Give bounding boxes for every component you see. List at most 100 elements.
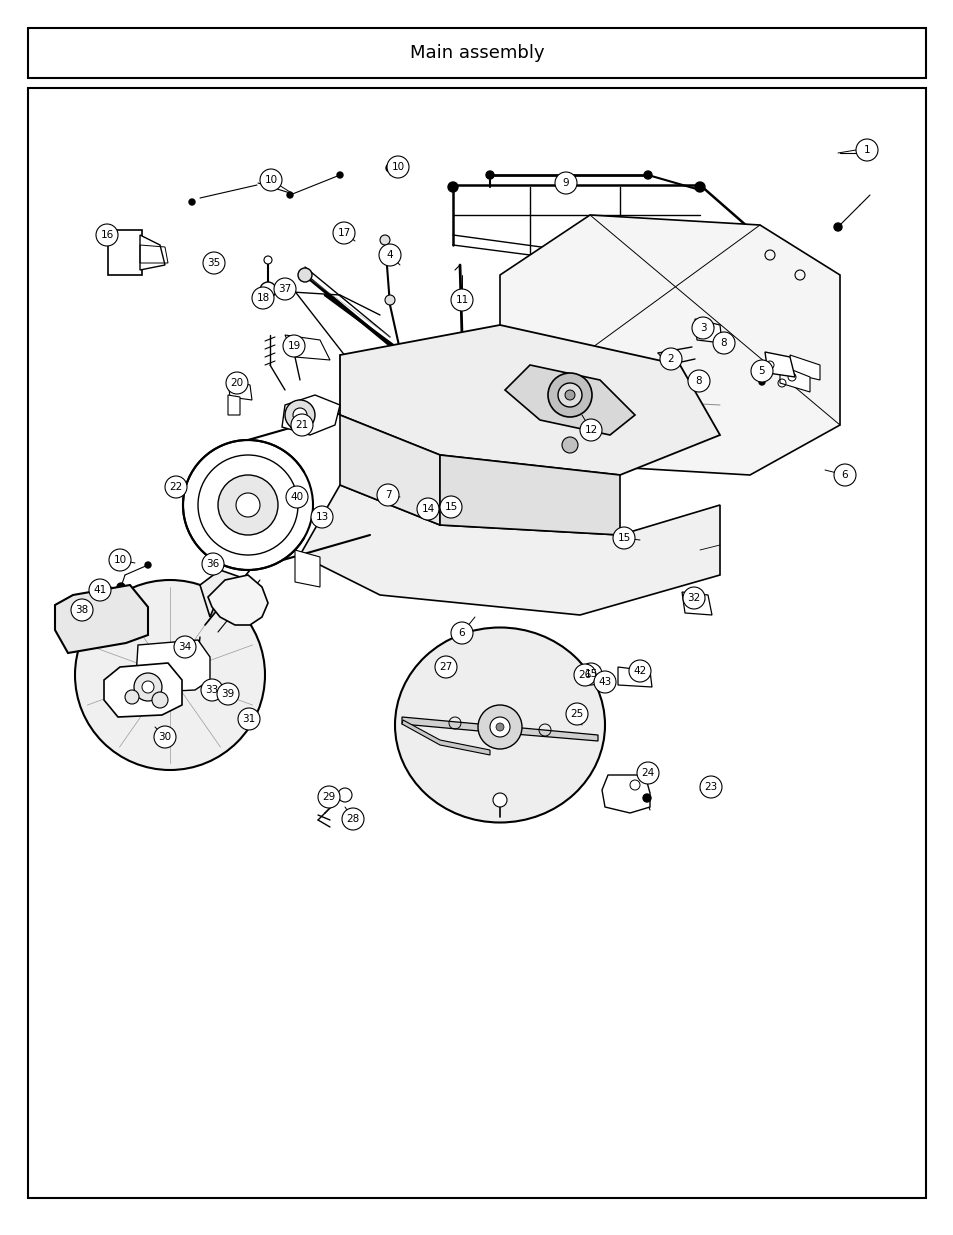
Polygon shape (208, 576, 268, 625)
Circle shape (183, 440, 313, 571)
Circle shape (218, 475, 277, 535)
Text: 6: 6 (458, 629, 465, 638)
Circle shape (448, 182, 457, 191)
Text: 18: 18 (256, 293, 270, 303)
Circle shape (109, 550, 131, 571)
Circle shape (451, 289, 473, 311)
Text: 14: 14 (421, 504, 435, 514)
Circle shape (496, 722, 503, 731)
Circle shape (759, 379, 764, 385)
Circle shape (385, 295, 395, 305)
Circle shape (659, 348, 681, 370)
Text: 25: 25 (570, 709, 583, 719)
Circle shape (687, 370, 709, 391)
Circle shape (237, 708, 260, 730)
Circle shape (96, 224, 118, 246)
Circle shape (311, 506, 333, 529)
Circle shape (594, 671, 616, 693)
Circle shape (287, 191, 293, 198)
Polygon shape (439, 454, 619, 535)
Bar (28, 28, 925, 78)
Circle shape (165, 475, 187, 498)
Circle shape (337, 788, 352, 802)
Polygon shape (228, 380, 252, 400)
Text: 26: 26 (578, 671, 591, 680)
Circle shape (226, 372, 248, 394)
Text: 9: 9 (562, 178, 569, 188)
Circle shape (750, 359, 772, 382)
Text: 3: 3 (699, 324, 705, 333)
Circle shape (579, 419, 601, 441)
Circle shape (293, 408, 307, 422)
Text: 15: 15 (584, 669, 597, 679)
Polygon shape (780, 366, 809, 391)
Polygon shape (789, 354, 820, 380)
Polygon shape (401, 718, 598, 741)
Circle shape (712, 332, 734, 354)
Text: 5: 5 (758, 366, 764, 375)
Text: 15: 15 (444, 501, 457, 513)
Circle shape (642, 794, 650, 802)
Polygon shape (140, 235, 165, 270)
Bar (28, 88, 925, 1198)
Circle shape (485, 170, 494, 179)
Polygon shape (200, 571, 257, 622)
Text: 35: 35 (207, 258, 220, 268)
Text: 36: 36 (206, 559, 219, 569)
Text: 17: 17 (337, 228, 351, 238)
Polygon shape (135, 640, 210, 693)
Polygon shape (695, 319, 721, 343)
Text: 31: 31 (242, 714, 255, 724)
Text: 8: 8 (695, 375, 701, 387)
Polygon shape (108, 230, 142, 275)
Polygon shape (339, 325, 720, 475)
Circle shape (833, 224, 841, 231)
Circle shape (203, 252, 225, 274)
Circle shape (336, 172, 343, 178)
Circle shape (189, 199, 194, 205)
Circle shape (378, 245, 400, 266)
Polygon shape (681, 592, 711, 615)
Circle shape (387, 156, 409, 178)
Circle shape (207, 557, 219, 569)
Polygon shape (339, 415, 439, 525)
Circle shape (565, 703, 587, 725)
Polygon shape (55, 585, 148, 653)
Circle shape (333, 222, 355, 245)
Circle shape (173, 636, 195, 658)
Text: 22: 22 (170, 482, 182, 492)
Circle shape (833, 464, 855, 487)
Circle shape (202, 553, 224, 576)
Text: 4: 4 (386, 249, 393, 261)
Polygon shape (499, 215, 840, 475)
Circle shape (555, 172, 577, 194)
Circle shape (579, 663, 601, 685)
Circle shape (435, 656, 456, 678)
Circle shape (376, 484, 398, 506)
Circle shape (379, 235, 390, 245)
Circle shape (564, 390, 575, 400)
Text: 12: 12 (584, 425, 597, 435)
Circle shape (561, 437, 578, 453)
Text: 40: 40 (290, 492, 303, 501)
Text: 34: 34 (178, 642, 192, 652)
Circle shape (613, 527, 635, 550)
Text: 41: 41 (93, 585, 107, 595)
Text: 10: 10 (113, 555, 127, 564)
Text: 30: 30 (158, 732, 172, 742)
Text: 6: 6 (841, 471, 847, 480)
Circle shape (260, 169, 282, 191)
Circle shape (274, 278, 295, 300)
Text: 29: 29 (322, 792, 335, 802)
Text: 13: 13 (315, 513, 328, 522)
Circle shape (142, 680, 153, 693)
Circle shape (451, 622, 473, 643)
Circle shape (386, 164, 394, 172)
Text: 7: 7 (384, 490, 391, 500)
Polygon shape (294, 550, 319, 587)
Circle shape (558, 383, 581, 408)
Text: 38: 38 (75, 605, 89, 615)
Polygon shape (299, 485, 720, 615)
Circle shape (184, 483, 192, 492)
Text: 24: 24 (640, 768, 654, 778)
